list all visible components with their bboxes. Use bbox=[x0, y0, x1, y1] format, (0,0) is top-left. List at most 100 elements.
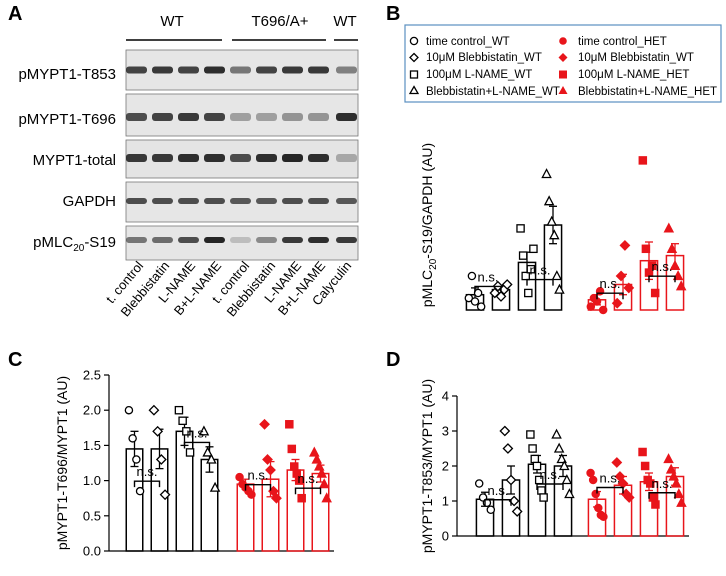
chart-c: 0.0 0.5 1.0 1.5 2.0 2.5 pMYPT1-T696/MYPT1 (AU)… bbox=[54, 368, 334, 559]
blot-band bbox=[230, 113, 251, 121]
data-point bbox=[599, 512, 608, 522]
blot-band bbox=[178, 198, 199, 204]
data-point bbox=[505, 474, 517, 486]
blot-band bbox=[308, 113, 329, 121]
blot-band bbox=[204, 154, 225, 162]
data-point bbox=[178, 416, 187, 426]
ns-label: n.s. bbox=[652, 259, 673, 274]
data-point bbox=[554, 283, 565, 294]
blot-band bbox=[204, 237, 225, 243]
legend-label: 10μM Blebbistatin_WT bbox=[578, 52, 694, 64]
data-point bbox=[318, 478, 330, 489]
data-point bbox=[532, 461, 542, 471]
blot-row-label-gapdh: GAPDH bbox=[63, 193, 116, 210]
data-point bbox=[152, 425, 164, 437]
legend-marker-het-combo bbox=[558, 86, 568, 94]
data-point bbox=[539, 493, 548, 502]
data-point bbox=[198, 425, 210, 436]
ns-label: n.s. bbox=[478, 269, 499, 284]
y-tick-label: 1.5 bbox=[83, 438, 101, 453]
data-point bbox=[476, 302, 486, 311]
bar-wt-triangle bbox=[200, 458, 219, 552]
blot-band bbox=[282, 113, 303, 121]
blot-band bbox=[282, 198, 303, 204]
blot-group-label-t696: T696/A+ bbox=[251, 13, 308, 30]
legend-label: time control_HET bbox=[578, 36, 667, 48]
significance-bracket bbox=[596, 486, 624, 494]
blot-row-label-pmlc: pMLC20-S19 bbox=[33, 234, 116, 254]
significance-bracket bbox=[133, 480, 161, 488]
ns-label: n.s. bbox=[488, 483, 509, 498]
data-point bbox=[155, 454, 167, 465]
data-point bbox=[598, 305, 608, 315]
y-tick-label: 3 bbox=[442, 424, 449, 439]
data-point bbox=[132, 455, 141, 464]
data-point bbox=[524, 288, 533, 298]
data-point bbox=[671, 477, 682, 488]
data-point bbox=[663, 453, 674, 464]
data-point bbox=[564, 488, 575, 499]
blot-band bbox=[308, 154, 329, 162]
data-point bbox=[663, 222, 675, 233]
data-point bbox=[638, 447, 647, 457]
blot-band bbox=[230, 237, 251, 243]
blot-band bbox=[336, 154, 357, 162]
legend-label: 100μM L-NAME_WT bbox=[426, 69, 532, 81]
data-point bbox=[521, 271, 530, 281]
blot-band bbox=[308, 237, 329, 243]
significance-bracket bbox=[474, 285, 502, 293]
blot-band bbox=[126, 237, 147, 243]
blot-band bbox=[230, 154, 251, 162]
data-point bbox=[259, 418, 270, 430]
data-point bbox=[185, 448, 195, 457]
data-point bbox=[594, 503, 603, 513]
y-tick-label: 4 bbox=[442, 389, 449, 404]
blot-band bbox=[178, 237, 199, 243]
blot-band bbox=[152, 198, 173, 204]
data-point bbox=[541, 168, 552, 179]
ns-label: n.s. bbox=[187, 425, 208, 440]
data-point bbox=[316, 467, 328, 478]
data-point bbox=[611, 297, 623, 309]
blot-band bbox=[336, 237, 357, 243]
legend-marker-wt-time-control bbox=[409, 36, 419, 46]
data-point bbox=[650, 288, 660, 298]
panel-letter-c: C bbox=[8, 349, 22, 371]
data-point bbox=[511, 506, 523, 517]
data-point bbox=[159, 489, 171, 501]
data-point bbox=[669, 259, 681, 270]
ns-label: n.s. bbox=[530, 263, 551, 278]
data-point bbox=[209, 481, 221, 492]
significance-bracket bbox=[526, 278, 554, 286]
data-point bbox=[474, 479, 484, 488]
data-point bbox=[202, 446, 213, 457]
blot-band bbox=[256, 154, 277, 162]
panel-letter-a: A bbox=[8, 3, 22, 25]
data-point bbox=[518, 251, 528, 260]
data-point bbox=[526, 430, 535, 439]
data-point bbox=[586, 302, 596, 311]
blot-row-label-t696: pMYPT1-T696 bbox=[18, 111, 116, 128]
blot-row-label-t853: pMYPT1-T853 bbox=[18, 66, 116, 83]
blot-band bbox=[282, 237, 303, 243]
data-point bbox=[470, 297, 480, 306]
significance-bracket bbox=[183, 441, 211, 449]
blot-band bbox=[230, 198, 251, 204]
data-point bbox=[486, 505, 496, 514]
y-tick-label: 2.5 bbox=[83, 368, 101, 383]
data-point bbox=[464, 293, 474, 303]
data-point bbox=[247, 490, 256, 499]
data-point bbox=[528, 444, 537, 453]
data-point bbox=[290, 462, 299, 471]
data-point bbox=[135, 486, 145, 496]
data-point bbox=[651, 500, 660, 509]
data-point bbox=[665, 463, 677, 474]
data-point bbox=[235, 472, 244, 482]
blot-band bbox=[282, 66, 303, 74]
data-point bbox=[676, 496, 687, 507]
data-point bbox=[673, 488, 685, 499]
significance-bracket bbox=[648, 492, 676, 499]
chart-d: 0 1 2 3 4 pMYPT1-T853/MYPT1 (AU) n.s. n.s. n.s. n… bbox=[419, 379, 689, 553]
data-point bbox=[619, 239, 631, 251]
blot-band bbox=[256, 237, 277, 243]
